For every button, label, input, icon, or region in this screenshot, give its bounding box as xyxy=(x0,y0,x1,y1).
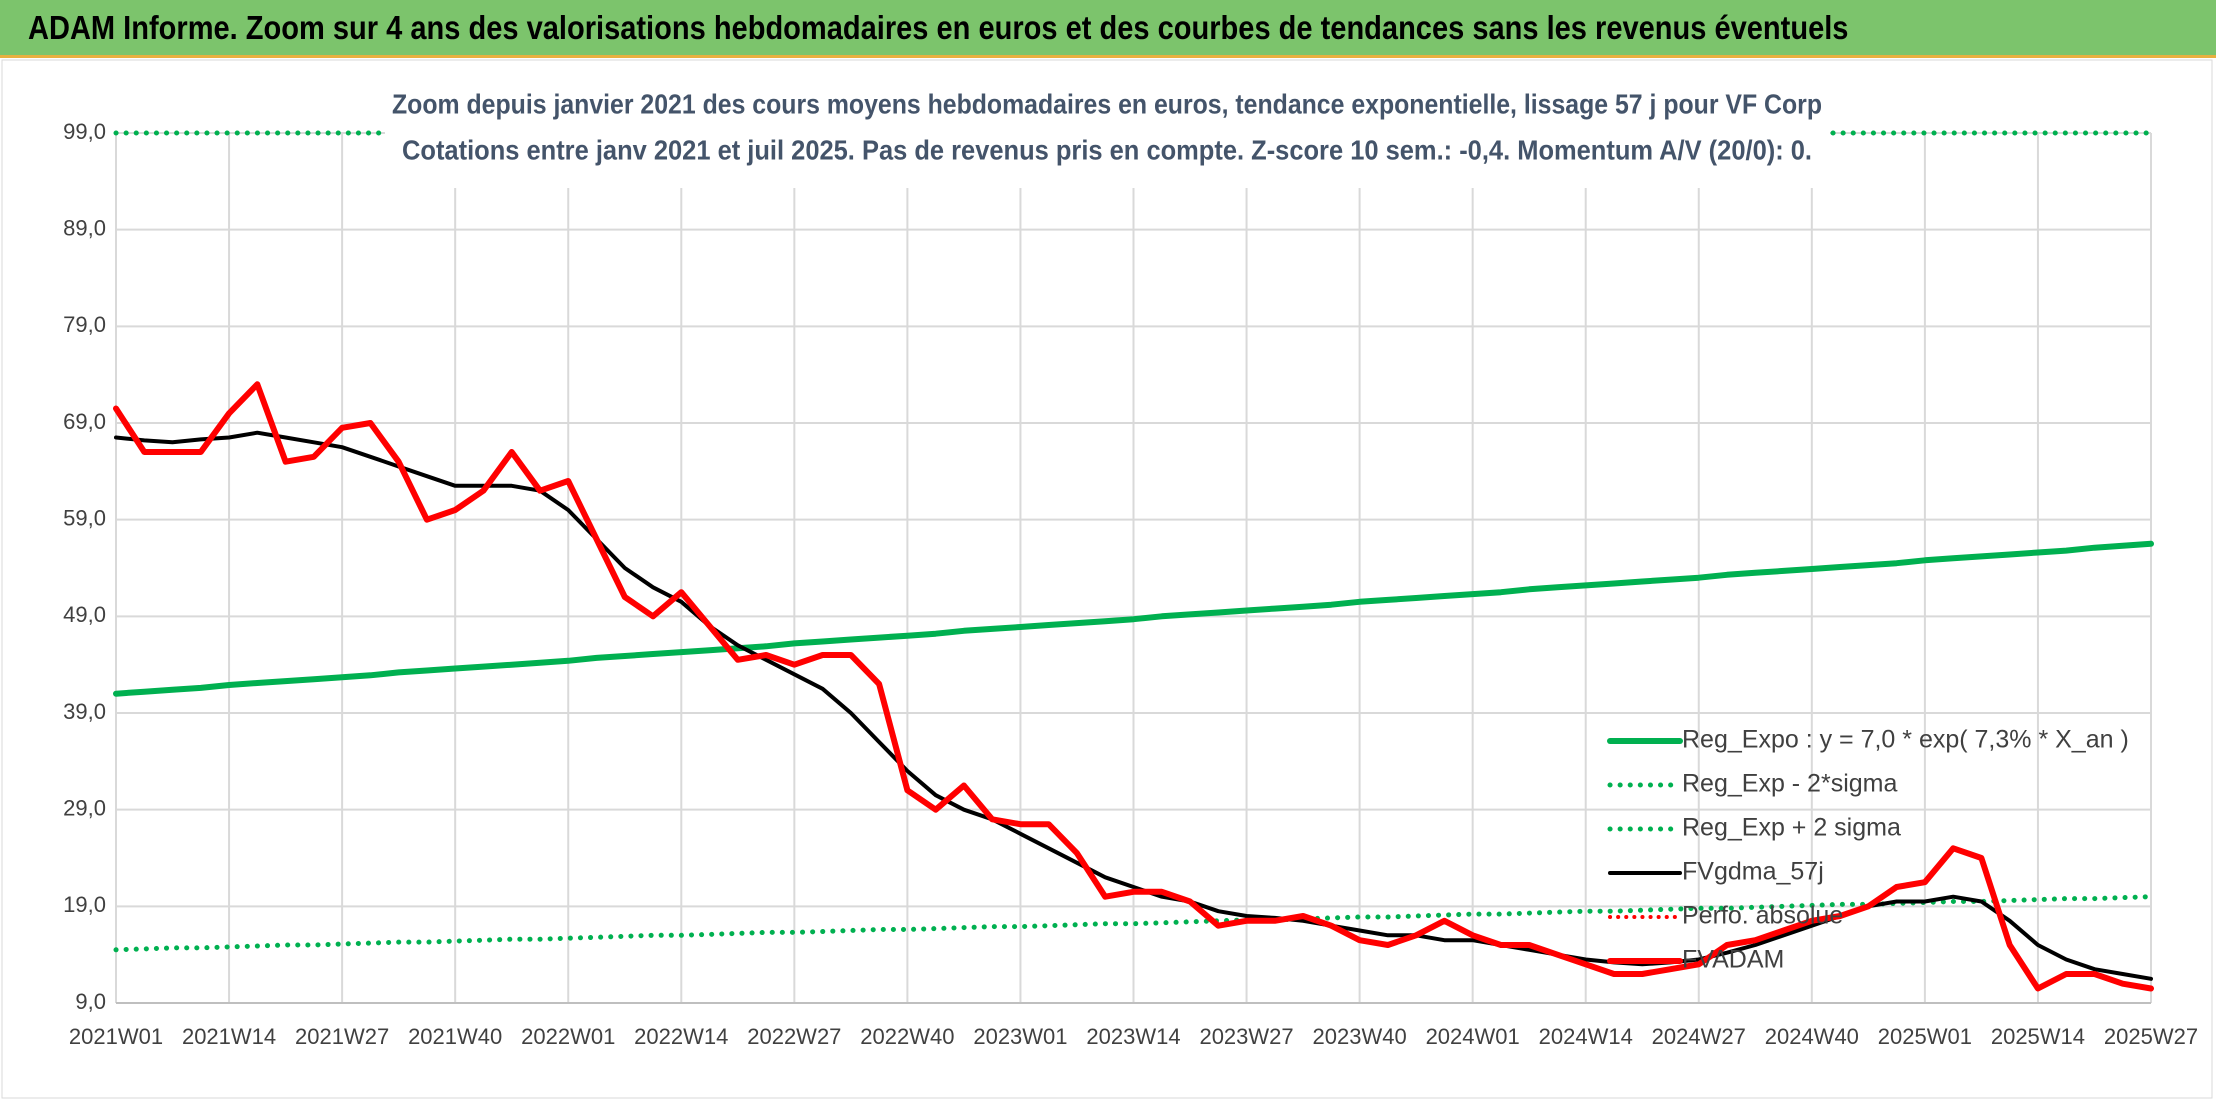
y-tick-label: 69,0 xyxy=(63,409,106,434)
title-bg xyxy=(385,78,1830,188)
chart: 9,0 19,0 29,0 39,0 49,0 59,0 69,0 79,0 89,0 99,0 2… xyxy=(1,59,2213,1099)
x-tick-label: 2023W27 xyxy=(1199,1024,1293,1049)
series-line xyxy=(113,894,2154,953)
legend-label: FVgdma_57j xyxy=(1682,858,1824,886)
y-tick-label: 9,0 xyxy=(75,989,106,1014)
x-tick-label: 2025W27 xyxy=(2104,1024,2198,1049)
x-tick-label: 2024W14 xyxy=(1539,1024,1633,1049)
legend-label: Reg_Expo : y = 7,0 * exp( 7,3% * X_an ) xyxy=(1682,726,2129,754)
x-tick-label: 2022W27 xyxy=(747,1024,841,1049)
x-tick-label: 2021W01 xyxy=(69,1024,163,1049)
legend-label: Reg_Exp - 2*sigma xyxy=(1682,770,1897,798)
y-tick-label: 49,0 xyxy=(63,602,106,627)
y-tick-label: 89,0 xyxy=(63,215,106,240)
legend-label: FVADAM xyxy=(1682,946,1784,974)
x-tick-label: 2023W14 xyxy=(1086,1024,1180,1049)
x-tick-label: 2022W14 xyxy=(634,1024,728,1049)
y-tick-label: 29,0 xyxy=(63,795,106,820)
x-tick-label: 2021W27 xyxy=(295,1024,389,1049)
x-tick-label: 2023W01 xyxy=(973,1024,1067,1049)
x-tick-label: 2025W01 xyxy=(1878,1024,1972,1049)
y-tick-label: 59,0 xyxy=(63,505,106,530)
chart-title: Zoom depuis janvier 2021 des cours moyen… xyxy=(392,88,1822,119)
x-tick-label: 2024W27 xyxy=(1652,1024,1746,1049)
y-tick-label: 79,0 xyxy=(63,312,106,337)
chart-subtitle: Cotations entre janv 2021 et juil 2025. … xyxy=(402,134,1812,165)
y-tick-label: 99,0 xyxy=(63,119,106,144)
series-line xyxy=(114,430,2153,981)
y-tick-label: 19,0 xyxy=(63,892,106,917)
x-tick-label: 2021W14 xyxy=(182,1024,276,1049)
y-tick-label: 39,0 xyxy=(63,699,106,724)
x-tick-label: 2022W01 xyxy=(521,1024,615,1049)
x-tick-label: 2025W14 xyxy=(1991,1024,2085,1049)
x-tick-label: 2023W40 xyxy=(1313,1024,1407,1049)
header-bar: ADAM Informe. Zoom sur 4 ans des valoris… xyxy=(0,0,2216,58)
legend-label: Perfo. absolue xyxy=(1682,902,1843,930)
x-tick-label: 2024W01 xyxy=(1426,1024,1520,1049)
header-title: ADAM Informe. Zoom sur 4 ans des valoris… xyxy=(28,9,1849,46)
series-line xyxy=(113,540,2154,697)
x-tick-label: 2022W40 xyxy=(860,1024,954,1049)
x-tick-label: 2024W40 xyxy=(1765,1024,1859,1049)
x-tick-label: 2021W40 xyxy=(408,1024,502,1049)
legend-label: Reg_Exp + 2 sigma xyxy=(1682,814,1901,842)
series-line xyxy=(113,381,2154,992)
chart-frame xyxy=(1,59,2213,1099)
